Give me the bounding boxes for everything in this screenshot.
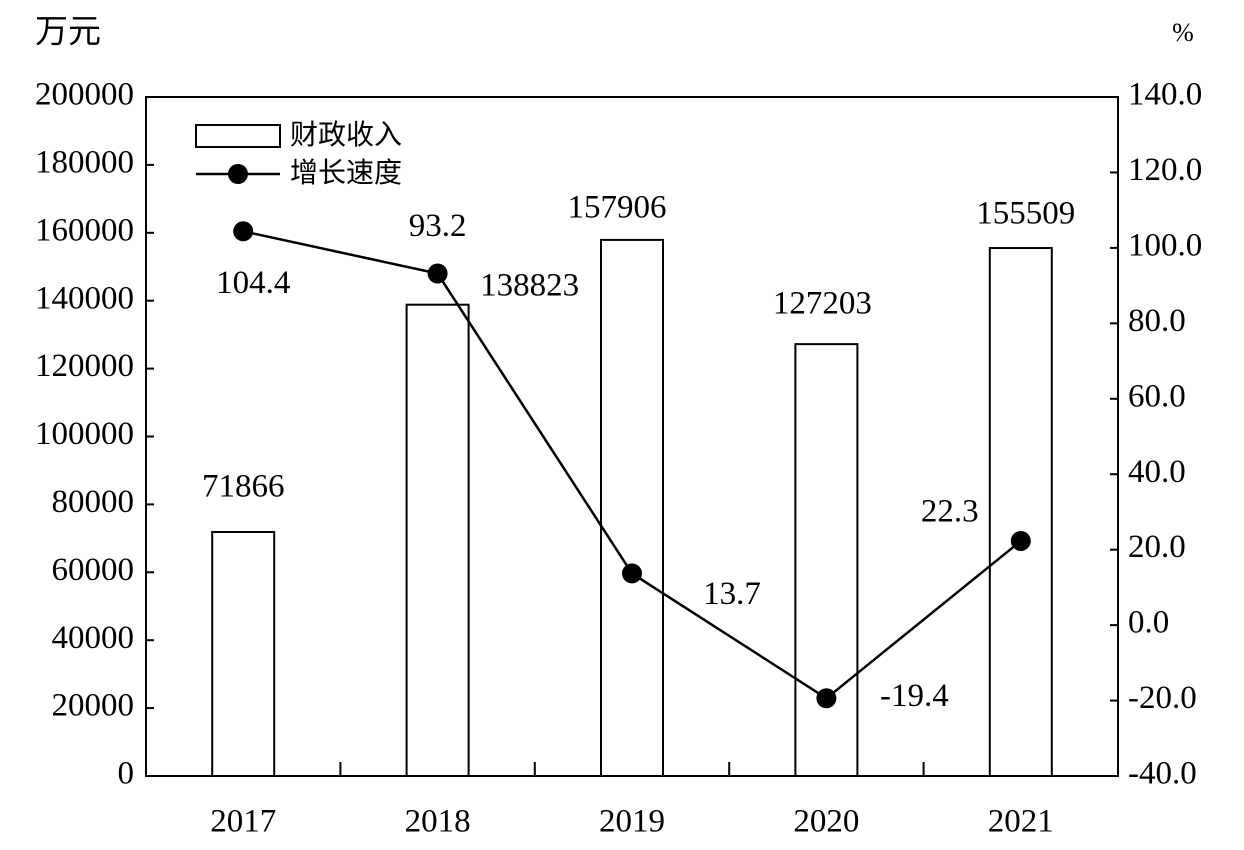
y2-tick-label: 100.0: [1128, 227, 1202, 263]
line-value-label: 93.2: [409, 208, 467, 244]
y2-axis-title: %: [1172, 18, 1194, 47]
y-tick-label: 20000: [52, 688, 135, 724]
y-tick-label: 120000: [35, 348, 134, 384]
y-tick-label: 80000: [52, 484, 135, 520]
y2-tick-label: -40.0: [1128, 756, 1197, 792]
x-tick-label: 2018: [405, 804, 471, 840]
line-point: [622, 563, 642, 584]
line-point: [427, 263, 448, 284]
legend-marker: [228, 164, 248, 184]
x-tick-label: 2019: [599, 804, 665, 840]
y2-tick-label: 40.0: [1128, 454, 1186, 490]
y-tick-label: 100000: [35, 416, 134, 452]
y-tick-label: 160000: [35, 212, 134, 248]
y-tick-label: 200000: [35, 77, 134, 113]
line-point: [233, 221, 254, 242]
line-value-label: 104.4: [216, 265, 290, 301]
y2-tick-label: 120.0: [1128, 152, 1202, 188]
y2-tick-label: 0.0: [1128, 605, 1169, 641]
bar: [405, 303, 470, 777]
bar-value-label: 155509: [976, 196, 1075, 232]
bar: [600, 238, 664, 778]
y-tick-label: 40000: [52, 620, 135, 656]
y-tick-label: 140000: [35, 280, 134, 316]
line-value-label: -19.4: [880, 678, 949, 714]
x-tick-label: 2020: [793, 804, 859, 840]
line-value-label: 13.7: [703, 576, 761, 612]
line-point: [816, 688, 837, 709]
y2-tick-label: 20.0: [1128, 529, 1186, 565]
line-point: [1010, 530, 1031, 551]
bar: [211, 531, 276, 778]
y-tick-label: 180000: [35, 144, 134, 180]
legend-label: 增长速度: [290, 156, 402, 189]
y-tick-label: 60000: [52, 552, 135, 588]
legend-swatch: [195, 124, 281, 148]
bar-value-label: 157906: [568, 189, 667, 225]
x-tick-label: 2021: [988, 804, 1054, 840]
y2-tick-label: 60.0: [1128, 378, 1186, 414]
bar: [794, 343, 859, 777]
y2-tick-label: -20.0: [1128, 680, 1197, 716]
bar-value-label: 127203: [773, 286, 872, 322]
legend-label: 财政收入: [290, 118, 402, 151]
line-value-label: 22.3: [921, 494, 979, 530]
y2-tick-label: 80.0: [1128, 303, 1186, 339]
bar-value-label: 138823: [480, 267, 579, 303]
bar-value-label: 71866: [202, 469, 285, 505]
y2-tick-label: 140.0: [1128, 77, 1202, 113]
y-tick-label: 0: [118, 756, 135, 792]
x-tick-label: 2017: [210, 804, 276, 840]
bar: [988, 247, 1053, 778]
y-axis-title: 万元: [35, 15, 101, 51]
